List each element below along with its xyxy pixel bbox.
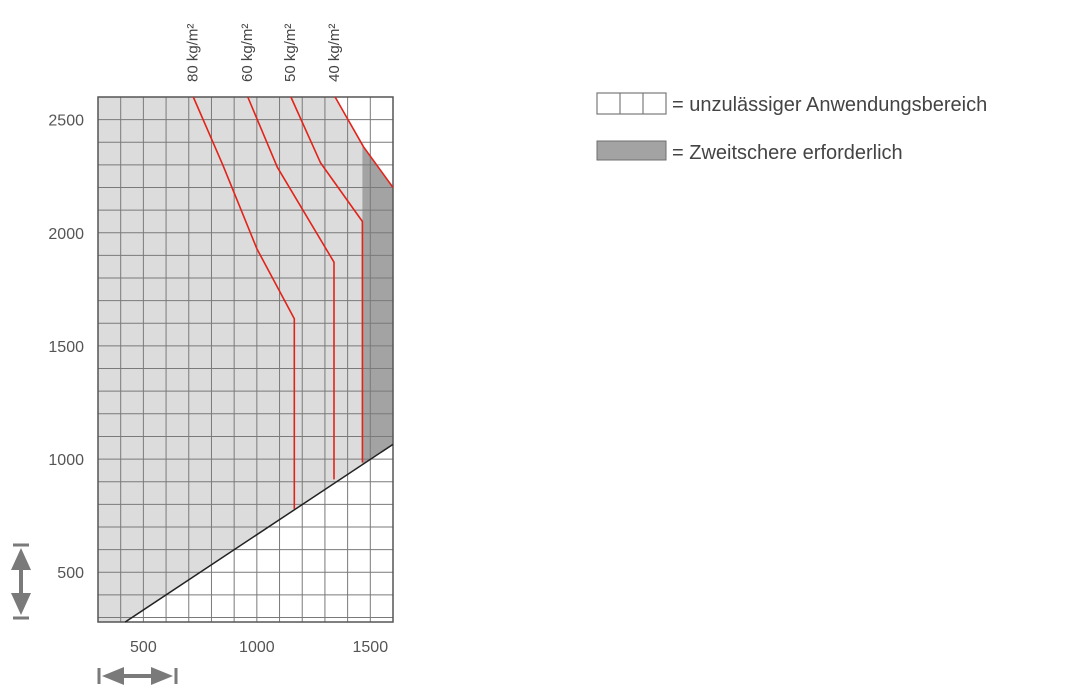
plot-frame — [97, 96, 394, 623]
series-label: 80 kg/m² — [184, 24, 201, 82]
y-tick-labels: 500 1000 1500 2000 2500 — [48, 113, 84, 583]
series-label: 60 kg/m² — [239, 24, 256, 82]
vertical-dimension-arrow-icon — [11, 543, 31, 620]
legend: = unzulässiger Anwendungsbereich = Zweits… — [596, 92, 987, 164]
legend-item-unzulaessig: = unzulässiger Anwendungsbereich — [596, 92, 987, 116]
chart-areas — [98, 97, 393, 622]
y-tick-label: 2000 — [48, 226, 84, 243]
boundary-line — [124, 443, 394, 623]
series-labels: 80 kg/m² 60 kg/m² 50 kg/m² 40 kg/m² — [184, 24, 343, 82]
legend-swatch-dark — [596, 140, 667, 161]
series-line-4 — [334, 96, 394, 188]
dimension-arrows — [11, 543, 178, 685]
y-tick-label: 500 — [57, 565, 84, 582]
legend-item-zweitschere: = Zweitschere erforderlich — [596, 140, 903, 164]
x-tick-label: 1000 — [239, 639, 275, 656]
boundary-line-group — [124, 443, 394, 623]
x-tick-label: 500 — [130, 639, 157, 656]
allowed-area — [98, 97, 393, 622]
series-line-3 — [290, 96, 364, 463]
y-tick-label: 1500 — [48, 339, 84, 356]
x-tick-label: 1500 — [353, 639, 389, 656]
series-line-1 — [192, 96, 296, 509]
legend-swatch-empty — [596, 92, 667, 115]
legend-label: = Zweitschere erforderlich — [672, 142, 903, 164]
horizontal-dimension-arrow-icon — [97, 667, 178, 685]
legend-label: = unzulässiger Anwendungsbereich — [672, 94, 987, 116]
series-label: 40 kg/m² — [326, 24, 343, 82]
series-label: 50 kg/m² — [282, 24, 299, 82]
series-group — [192, 96, 394, 509]
series-line-2 — [247, 96, 335, 480]
y-tick-label: 1000 — [48, 452, 84, 469]
x-tick-labels: 500 1000 1500 — [130, 639, 388, 656]
y-tick-label: 2500 — [48, 113, 84, 130]
plot-border — [97, 96, 394, 623]
second-shears-area — [362, 144, 393, 465]
